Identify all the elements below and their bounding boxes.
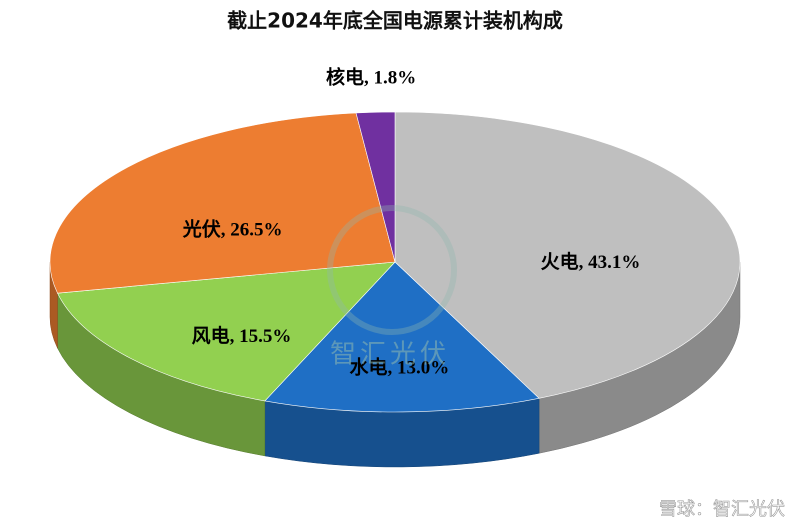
data-label: 水电, 13.0% (350, 355, 450, 378)
slice (394, 111, 741, 399)
data-label: 风电, 15.5% (192, 324, 292, 347)
slice-tops (49, 111, 741, 413)
slice (355, 111, 396, 263)
slice (49, 112, 396, 294)
data-label: 火电, 43.1% (541, 250, 641, 273)
watermark-logo (327, 205, 457, 335)
data-label: 光伏, 26.5% (182, 218, 283, 241)
data-label: 核电, 1.8% (326, 66, 416, 89)
watermark: 智汇光伏 (330, 340, 450, 370)
slice (264, 261, 540, 413)
slice-sides (49, 261, 741, 468)
slice (57, 261, 396, 402)
chart-title: 截止2024年底全国电源累计装机构成 (227, 9, 563, 33)
footer: 雪球：智汇光伏 (659, 499, 785, 520)
